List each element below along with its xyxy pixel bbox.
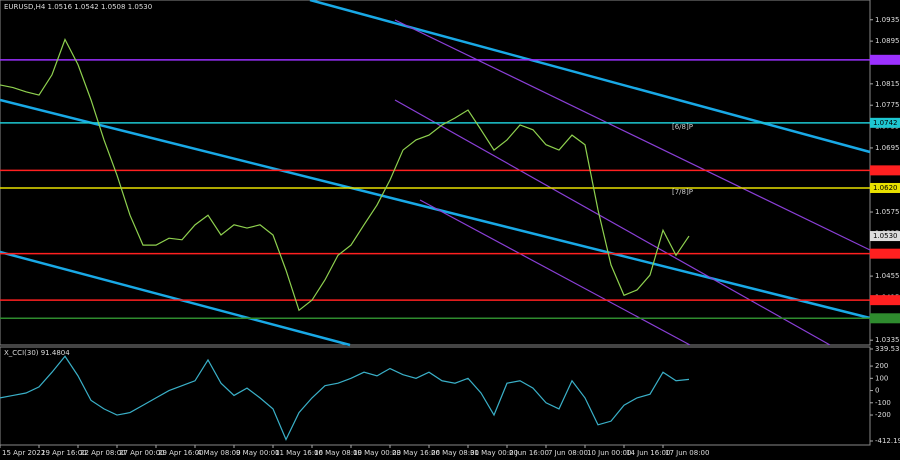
x-tick-label: 15 Apr 2022: [2, 449, 45, 457]
y-tick-label: -200: [875, 411, 891, 419]
x-tick-label: 11 May 16:00: [275, 449, 323, 457]
x-tick-label: 14 Jun 16:00: [626, 449, 670, 457]
annotation: [6/8]P: [672, 123, 693, 131]
x-tick-label: 19 Apr 16:00: [41, 449, 87, 457]
price-tag: [870, 165, 900, 176]
y-tick-label: -100: [875, 399, 891, 407]
annotation: [7/8]P: [672, 188, 693, 196]
x-tick-label: 16 May 08:00: [314, 449, 362, 457]
cci-pane: [0, 346, 871, 446]
channel-lines: [394, 19, 871, 346]
x-tick-label: 17 Jun 08:00: [665, 449, 709, 457]
trend-lines: [0, 0, 871, 347]
price-tag: [870, 54, 900, 65]
trend-line: [309, 0, 871, 154]
channel-line: [394, 99, 831, 346]
x-tick-label: 22 Apr 08:00: [80, 449, 126, 457]
x-tick-label: 2 Jun 16:00: [509, 449, 549, 457]
trend-line: [0, 98, 871, 320]
data-line: [0, 355, 690, 441]
price-pane: [0, 0, 871, 346]
x-tick-label: 31 May 00:00: [470, 449, 518, 457]
y-tick-label: 1.0815: [875, 80, 900, 88]
indicator-title: X_CCI(30) 91.4804: [4, 349, 70, 357]
y-tick-label: 200: [875, 362, 888, 370]
x-tick-label: 4 May 08:00: [197, 449, 241, 457]
x-tick-label: 9 May 00:00: [236, 449, 280, 457]
y-tick-label: 1.0695: [875, 144, 900, 152]
price-tag: [870, 295, 900, 306]
price-tag: [870, 117, 900, 128]
x-tick-label: 19 May 00:00: [353, 449, 401, 457]
y-tick-label: 339.5376: [875, 345, 900, 353]
y-tick-label: 1.0455: [875, 272, 900, 280]
x-tick-label: 29 Apr 16:00: [158, 449, 204, 457]
y-tick-label: 1.0335: [875, 336, 900, 344]
price-tag: [870, 313, 900, 324]
chart-title: EURUSD,H4 1.0516 1.0542 1.0508 1.0530: [4, 3, 152, 11]
y-tick-label: 0: [875, 387, 879, 395]
data-line: [0, 38, 690, 312]
y-tick-label: 1.0775: [875, 101, 900, 109]
price-tag: [870, 248, 900, 259]
last-price-tag: [870, 231, 900, 242]
y-tick-label: -412.1935: [875, 437, 900, 445]
x-tick-label: 23 May 16:00: [392, 449, 440, 457]
channel-line: [419, 199, 691, 346]
price-tag-label: 1.0620: [873, 184, 898, 192]
y-tick-label: 1.0895: [875, 37, 900, 45]
price-tag-label: 1.0742: [873, 119, 898, 127]
y-tick-label: 1.0935: [875, 16, 900, 24]
price-tag: [870, 182, 900, 193]
y-tick-label: 1.0575: [875, 208, 900, 216]
trend-line: [0, 250, 351, 347]
y-tick-label: 100: [875, 374, 888, 382]
x-tick-label: 26 May 08:00: [431, 449, 479, 457]
x-tick-label: 10 Jun 00:00: [587, 449, 631, 457]
x-tick-label: 27 Apr 00:00: [119, 449, 165, 457]
last-price-label: 1.0530: [873, 232, 898, 240]
channel-line: [394, 19, 871, 251]
x-tick-label: 7 Jun 08:00: [548, 449, 588, 457]
